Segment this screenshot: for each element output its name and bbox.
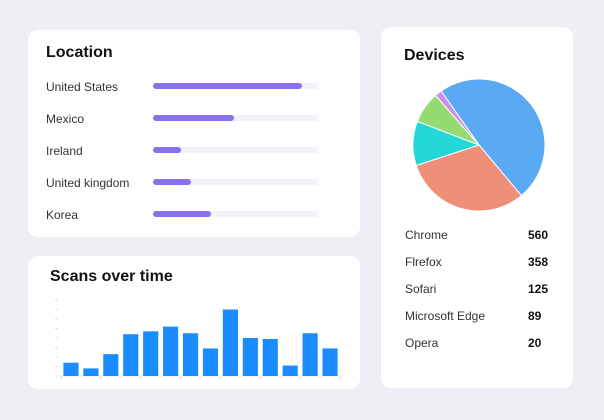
scan-bar <box>83 368 99 376</box>
scans-title: Scans over time <box>50 268 173 285</box>
location-row-mexico: Mexico <box>28 112 360 132</box>
location-row-united-kingdom: United kingdom <box>28 176 360 196</box>
device-count: 89 <box>528 309 542 323</box>
location-progress-track <box>153 179 319 185</box>
location-title: Location <box>46 44 113 61</box>
pie-slice-chrome <box>440 78 546 197</box>
device-count: 560 <box>528 228 549 242</box>
device-count: 20 <box>528 336 542 350</box>
device-row-safari: Sofari 125 <box>381 282 573 298</box>
scan-bar <box>282 365 298 376</box>
location-progress-track <box>153 115 319 121</box>
device-name: Sofari <box>405 282 437 296</box>
devices-title: Devices <box>404 47 465 64</box>
scan-bar <box>182 333 199 376</box>
location-label: Korea <box>46 208 79 222</box>
devices-card: Devices Chrome 560 Flrefox 358 Sofari 12… <box>381 27 573 388</box>
location-progress-track <box>153 147 319 153</box>
location-label: United States <box>46 80 119 94</box>
pie-slice-opera <box>434 90 480 146</box>
device-name: Microsoft Edge <box>405 309 486 323</box>
device-name: Flrefox <box>405 255 442 269</box>
device-count: 358 <box>528 255 549 269</box>
scan-bar <box>222 309 238 376</box>
location-progress-fill <box>153 115 235 121</box>
device-name: Chrome <box>405 228 448 242</box>
location-row-united-states: United States <box>28 80 360 100</box>
device-row-microsoft-edge: Microsoft Edge 89 <box>381 309 573 325</box>
location-label: Ireland <box>46 144 83 158</box>
location-progress-fill <box>153 211 212 217</box>
location-progress-fill <box>153 179 192 185</box>
location-progress-fill <box>153 83 303 89</box>
location-progress-track <box>153 83 319 89</box>
scan-bar <box>242 338 258 376</box>
location-progress-fill <box>153 147 182 153</box>
scans-bar-chart <box>55 299 342 380</box>
scan-bar <box>123 334 139 376</box>
location-row-korea: Korea <box>28 208 360 228</box>
location-label: United kingdom <box>46 176 130 190</box>
device-name: Opera <box>405 336 439 350</box>
scan-bar <box>262 338 278 376</box>
devices-pie-chart <box>412 78 546 212</box>
location-label: Mexico <box>46 112 85 126</box>
scans-card: Scans over time <box>28 256 360 389</box>
device-row-firefox: Flrefox 358 <box>381 255 573 271</box>
device-row-opera: Opera 20 <box>381 336 573 352</box>
scan-bar <box>322 348 338 376</box>
scan-bar <box>143 331 159 376</box>
scan-bar <box>202 348 219 376</box>
scan-bar <box>302 333 318 376</box>
device-row-chrome: Chrome 560 <box>381 228 573 244</box>
location-card: Location United States Mexico Ireland Un… <box>28 30 360 237</box>
scan-bar <box>63 362 79 376</box>
scan-bar <box>103 354 119 376</box>
device-count: 125 <box>528 282 549 296</box>
scan-bar <box>163 326 179 376</box>
pie-slice-flrefox <box>415 144 523 212</box>
location-row-ireland: Ireland <box>28 144 360 164</box>
location-progress-track <box>153 211 319 217</box>
